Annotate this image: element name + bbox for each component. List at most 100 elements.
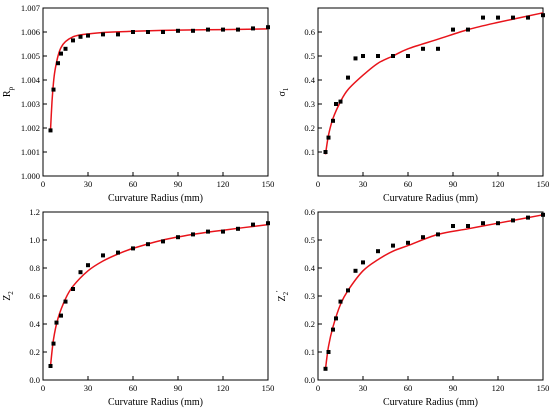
- data-point: [421, 235, 425, 240]
- data-point: [191, 28, 195, 33]
- data-point: [51, 341, 56, 346]
- data-point: [86, 263, 90, 268]
- data-point: [63, 299, 68, 304]
- y-axis-title-prime: ': [275, 291, 283, 292]
- y-tick-label: 1.005: [21, 51, 40, 61]
- x-tick-label: 0: [316, 179, 320, 189]
- data-point: [511, 218, 515, 223]
- data-point: [376, 249, 380, 254]
- x-tick-label: 120: [217, 383, 230, 393]
- y-axis-title-main: σ: [277, 90, 288, 96]
- x-axis-title: Curvature Radius (mm): [383, 397, 478, 408]
- y-axis-title: Z2': [275, 291, 290, 302]
- y-tick-label: 0.4: [304, 263, 315, 273]
- y-axis-title-subscript: 2: [7, 291, 15, 295]
- y-tick-label: 0.6: [29, 291, 40, 301]
- y-tick-label: 0.3: [304, 99, 315, 109]
- data-point: [526, 215, 530, 220]
- data-point: [338, 99, 343, 104]
- x-tick-label: 90: [449, 179, 458, 189]
- y-axis-title: Rp: [2, 86, 15, 97]
- data-point: [51, 87, 56, 92]
- y-tick-label: 0.1: [304, 147, 315, 157]
- data-point: [541, 13, 545, 18]
- data-point: [496, 221, 500, 226]
- x-tick-label: 60: [404, 383, 413, 393]
- x-tick-label: 30: [84, 179, 93, 189]
- x-tick-label: 0: [41, 179, 45, 189]
- x-axis-title: Curvature Radius (mm): [108, 193, 203, 204]
- y-tick-label: 0.5: [304, 51, 315, 61]
- data-point: [331, 327, 335, 332]
- data-point: [391, 243, 395, 248]
- y-tick-label: 1.007: [21, 3, 40, 13]
- y-tick-label: 0.4: [304, 75, 315, 85]
- data-point: [326, 135, 331, 140]
- x-axis-title: Curvature Radius (mm): [108, 397, 203, 408]
- x-tick-label: 150: [262, 383, 275, 393]
- data-point: [131, 30, 135, 34]
- data-point: [59, 313, 63, 318]
- y-tick-label: 1.0: [29, 235, 40, 245]
- data-point: [161, 239, 165, 244]
- data-point: [526, 15, 530, 20]
- x-tick-label: 0: [41, 383, 45, 393]
- plot-frame: [42, 211, 269, 381]
- data-point: [541, 212, 545, 217]
- data-point: [334, 102, 338, 106]
- data-point: [334, 316, 338, 321]
- fit-curve: [49, 223, 269, 367]
- y-tick-label: 1.2: [29, 207, 40, 217]
- data-point: [236, 226, 240, 231]
- y-tick-label: 0.2: [304, 319, 315, 329]
- data-point: [251, 26, 255, 31]
- chart-panel-2: 0 30 60 90 120 150 0.1 0.2 0.3 0.4 0.5 0.6 Curvature…: [277, 7, 549, 204]
- y-axis-title: σ1: [277, 87, 290, 96]
- data-point: [86, 33, 90, 38]
- data-point: [161, 30, 165, 34]
- data-point: [71, 287, 75, 291]
- data-point: [481, 15, 485, 20]
- data-point: [323, 150, 328, 154]
- data-point: [346, 75, 350, 80]
- data-point: [48, 364, 53, 368]
- data-point: [266, 25, 270, 30]
- x-tick-label: 90: [449, 383, 458, 393]
- x-tick-label: 30: [84, 383, 93, 393]
- x-tick-label: 30: [359, 179, 368, 189]
- y-axis-title-subscript: p: [7, 86, 15, 90]
- y-tick-label: 0.0: [29, 375, 40, 385]
- x-tick-label: 30: [359, 383, 368, 393]
- data-point: [176, 28, 180, 33]
- x-tick-label: 60: [129, 179, 138, 189]
- data-point: [436, 232, 440, 237]
- data-point: [346, 288, 350, 293]
- chart-panel-3: 0 30 60 90 120 150 0.0 0.2 0.4 0.6 0.8 1.0 1.2 Curvat…: [2, 207, 274, 408]
- x-tick-label: 0: [316, 383, 320, 393]
- y-tick-label: 0.2: [304, 123, 315, 133]
- data-point: [353, 56, 358, 61]
- y-axis-title-subscript: 2: [282, 291, 290, 295]
- data-point: [54, 320, 59, 325]
- data-point: [496, 15, 500, 20]
- data-point: [406, 240, 410, 245]
- data-point: [338, 299, 343, 304]
- y-axis-title-main: Z: [277, 295, 288, 301]
- y-tick-label: 1.004: [21, 75, 41, 85]
- data-point: [406, 54, 410, 58]
- chart-panels: 0 30 60 90 120 1501.0001.0011.0021.0031.0041.…: [2, 3, 549, 408]
- data-point: [353, 268, 358, 273]
- data-point: [101, 253, 105, 258]
- y-axis-title-subscript: 1: [282, 87, 290, 91]
- data-point: [146, 242, 150, 247]
- x-tick-label: 120: [217, 179, 230, 189]
- y-tick-label: 0.3: [304, 291, 315, 301]
- y-tick-label: 0.5: [304, 235, 315, 245]
- y-tick-label: 0.8: [29, 263, 40, 273]
- data-point: [451, 224, 455, 228]
- data-point: [466, 27, 470, 32]
- data-point: [206, 229, 210, 234]
- data-point: [71, 38, 75, 43]
- data-point: [221, 27, 225, 32]
